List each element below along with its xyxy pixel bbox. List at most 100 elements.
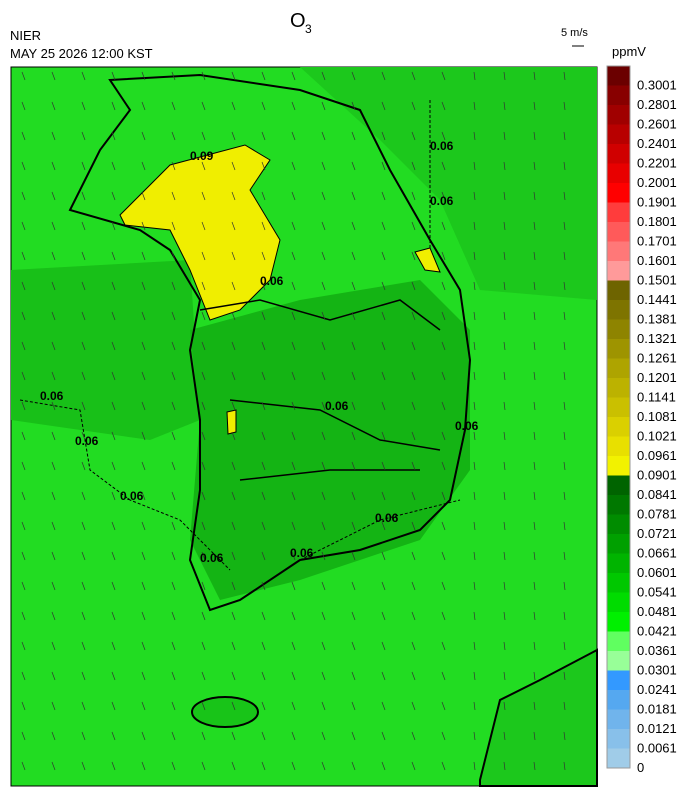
wind-arrow: [141, 71, 146, 81]
wind-arrow: [81, 101, 86, 111]
wind-arrow: [503, 311, 506, 321]
wind-arrow: [381, 731, 386, 741]
wind-arrow: [201, 101, 206, 111]
wind-arrow: [351, 731, 356, 741]
colorbar-label: 0.0601: [637, 565, 677, 580]
wind-arrow: [111, 311, 116, 321]
wind-arrow: [291, 221, 296, 231]
wind-arrow: [201, 371, 206, 381]
wind-arrow: [81, 611, 86, 621]
wind-arrow: [21, 221, 26, 231]
wind-arrow: [21, 191, 26, 201]
wind-arrow: [261, 71, 266, 81]
wind-arrow: [171, 401, 176, 411]
colorbar-label: 0.1261: [637, 351, 677, 366]
wind-arrow: [291, 671, 296, 681]
wind-arrow: [201, 191, 206, 201]
wind-arrow: [201, 131, 206, 141]
wind-arrow: [201, 671, 206, 681]
wind-arrow: [141, 521, 146, 531]
wind-arrow: [533, 521, 536, 531]
wind-arrow: [81, 161, 86, 171]
wind-arrow: [411, 521, 416, 531]
colorbar-label: 0.0061: [637, 741, 677, 756]
wind-arrow: [81, 581, 86, 591]
contour-label: 0.09: [190, 149, 214, 163]
wind-arrow: [231, 431, 236, 441]
wind-arrow: [111, 761, 116, 771]
wind-arrow: [381, 341, 386, 351]
wind-arrow: [111, 401, 116, 411]
wind-arrow: [291, 311, 296, 321]
wind-arrow: [231, 521, 236, 531]
wind-arrow: [171, 461, 176, 471]
wind-arrow: [201, 221, 206, 231]
wind-arrow: [261, 371, 266, 381]
wind-arrow: [141, 131, 146, 141]
wind-arrow: [321, 611, 326, 621]
wind-arrow: [141, 581, 146, 591]
wind-arrow: [411, 131, 416, 141]
wind-arrow: [261, 311, 266, 321]
wind-arrow: [351, 281, 356, 291]
shade-area: [11, 260, 200, 440]
wind-arrow: [81, 641, 86, 651]
wind-arrow: [533, 461, 536, 471]
wind-arrow: [503, 281, 506, 291]
wind-arrow: [321, 161, 326, 171]
wind-arrow: [81, 521, 86, 531]
wind-arrow: [171, 701, 176, 711]
wind-arrow: [563, 431, 566, 441]
wind-arrow: [533, 311, 536, 321]
wind-arrow: [51, 401, 56, 411]
colorbar-segment: [607, 319, 630, 340]
wind-arrow: [171, 161, 176, 171]
colorbar-label: 0.0961: [637, 448, 677, 463]
wind-arrow: [81, 281, 86, 291]
wind-arrow: [291, 131, 296, 141]
wind-arrow: [111, 371, 116, 381]
wind-arrow: [533, 431, 536, 441]
wind-arrow: [201, 521, 206, 531]
colorbar-label: 0.1381: [637, 312, 677, 327]
wind-arrow: [381, 701, 386, 711]
wind-arrow: [291, 341, 296, 351]
contour-label: 0.06: [75, 434, 99, 448]
wind-arrow: [51, 161, 56, 171]
contour-line: [19, 100, 461, 571]
wind-arrow: [411, 401, 416, 411]
wind-arrow: [503, 371, 506, 381]
wind-arrow: [533, 371, 536, 381]
wind-arrow: [381, 491, 386, 501]
wind-arrow: [51, 581, 56, 591]
contour-label: 0.06: [260, 274, 284, 288]
wind-arrow: [533, 341, 536, 351]
wind-arrow: [111, 581, 116, 591]
wind-arrow: [381, 461, 386, 471]
wind-arrow: [321, 491, 326, 501]
wind-arrow: [171, 341, 176, 351]
wind-arrow: [321, 281, 326, 291]
wind-arrow: [51, 341, 56, 351]
wind-arrow: [503, 671, 506, 681]
wind-arrow: [563, 611, 566, 621]
colorbar-label: 0.2201: [637, 156, 677, 171]
wind-arrow: [21, 251, 26, 261]
wind-arrow: [473, 131, 476, 141]
wind-arrow: [141, 701, 146, 711]
wind-arrow: [111, 281, 116, 291]
wind-arrow: [261, 251, 266, 261]
wind-arrow: [503, 131, 506, 141]
wind-arrow: [171, 611, 176, 621]
wind-arrow: [563, 191, 566, 201]
wind-arrow: [261, 191, 266, 201]
wind-arrow: [21, 521, 26, 531]
wind-arrow: [261, 581, 266, 591]
colorbar-segment: [607, 124, 630, 145]
wind-arrow: [473, 611, 476, 621]
wind-arrow: [563, 311, 566, 321]
wind-arrow: [231, 221, 236, 231]
wind-arrow: [381, 551, 386, 561]
wind-arrow: [231, 701, 236, 711]
shade-area: [11, 67, 597, 300]
